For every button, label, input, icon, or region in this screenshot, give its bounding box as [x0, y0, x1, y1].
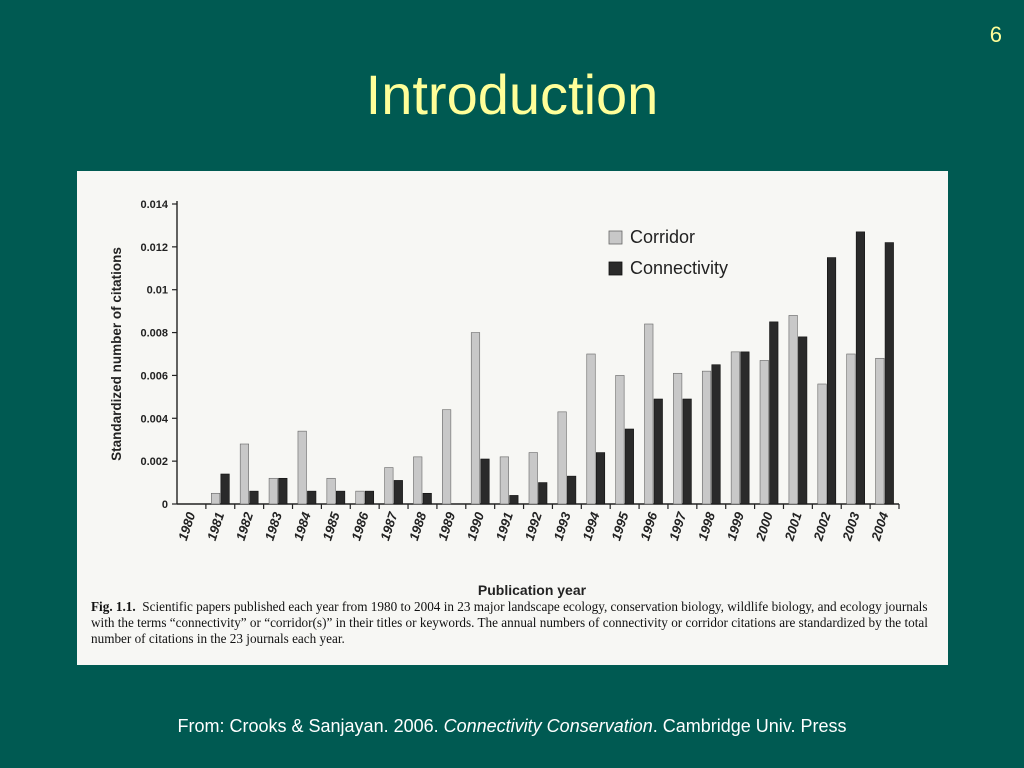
x-tick-label: 1990 — [464, 510, 487, 543]
figure-panel: 0 0.002 0.004 0.006 0.008 0.01 0.012 0.014 Stand… — [77, 171, 948, 665]
source-citation: From: Crooks & Sanjayan. 2006. Connectiv… — [0, 716, 1024, 737]
x-tick-label: 1982 — [233, 510, 256, 543]
citations-bar-chart: 0 0.002 0.004 0.006 0.008 0.01 0.012 0.014 Stand… — [109, 199, 900, 598]
corridor-bar — [701, 370, 712, 505]
x-tick-label: 1988 — [406, 510, 429, 543]
x-tick-label: 2002 — [810, 510, 834, 544]
corridor-bar — [384, 467, 394, 505]
x-tick-label: 2001 — [781, 510, 805, 543]
connectivity-bar — [336, 490, 346, 505]
corridor-bar — [817, 383, 827, 505]
corridor-bar — [413, 456, 423, 505]
connectivity-bar — [624, 428, 634, 505]
corridor-bar — [615, 375, 625, 505]
legend-swatch — [608, 230, 623, 245]
citation-suffix: . Cambridge Univ. Press — [652, 716, 847, 736]
x-tick-label: 1986 — [348, 510, 371, 543]
corridor-bar — [673, 372, 683, 505]
corridor-bar — [355, 490, 365, 505]
corridor-bar — [470, 332, 481, 505]
corridor-bar — [557, 411, 567, 505]
x-tick-label: 1987 — [377, 510, 400, 543]
caption-text: Scientific papers published each year fr… — [91, 599, 928, 646]
y-tick-label: 0 — [162, 499, 168, 511]
connectivity-bar — [740, 351, 750, 505]
y-tick-label: 0.008 — [140, 328, 168, 340]
x-tick-label: 1983 — [262, 510, 285, 543]
connectivity-bar — [826, 257, 837, 505]
x-tick-label: 1993 — [551, 510, 574, 543]
citation-prefix: From: Crooks & Sanjayan. 2006. — [177, 716, 439, 736]
connectivity-bar — [480, 458, 490, 505]
x-tick-label: 1997 — [666, 510, 689, 543]
y-tick-label: 0.004 — [140, 413, 168, 425]
legend-swatch — [608, 261, 623, 276]
connectivity-bar — [682, 398, 692, 505]
x-axis-label: Publication year — [478, 582, 587, 598]
x-tick-label: 1989 — [435, 510, 458, 543]
connectivity-bar — [595, 452, 606, 505]
slide-number: 6 — [989, 22, 1002, 47]
corridor-bar — [644, 323, 654, 505]
corridor-bar — [730, 351, 740, 505]
x-tick-label: 1995 — [608, 510, 631, 543]
y-tick-label: 0.01 — [147, 285, 168, 297]
corridor-bar — [499, 456, 509, 505]
y-axis-label: Standardized number of citations — [109, 247, 124, 461]
y-tick-label: 0.012 — [140, 242, 168, 254]
corridor-bar — [297, 430, 307, 505]
x-tick-label: 1981 — [204, 510, 227, 542]
x-tick-label: 1991 — [493, 510, 516, 542]
legend-label: Corridor — [630, 227, 695, 247]
connectivity-bar — [711, 364, 721, 505]
connectivity-bar — [567, 475, 577, 505]
x-tick-label: 1996 — [637, 510, 660, 543]
connectivity-bar — [884, 242, 894, 505]
x-tick-label: 1994 — [579, 510, 602, 543]
connectivity-bar — [249, 490, 259, 505]
connectivity-bar — [769, 321, 779, 505]
legend-label: Connectivity — [630, 258, 728, 278]
y-tick-label: 0.002 — [140, 456, 168, 468]
corridor-bar — [846, 353, 856, 505]
x-tick-label: 2003 — [839, 510, 863, 544]
connectivity-bar — [422, 492, 432, 505]
corridor-bar — [442, 409, 452, 505]
connectivity-bar — [538, 482, 548, 505]
x-tick-label: 1980 — [175, 510, 198, 543]
x-tick-label: 1999 — [724, 510, 747, 543]
corridor-bar — [326, 477, 336, 505]
corridor-bar — [788, 315, 798, 505]
corridor-bar — [211, 492, 221, 505]
corridor-bar — [268, 477, 278, 505]
connectivity-bar — [307, 490, 317, 505]
connectivity-bar — [278, 477, 288, 505]
caption-label: Fig. 1.1. — [91, 599, 136, 614]
corridor-bar — [759, 360, 769, 505]
y-tick-label: 0.014 — [140, 199, 168, 211]
corridor-bar — [875, 357, 885, 505]
connectivity-bar — [509, 495, 519, 505]
connectivity-bar — [653, 398, 663, 505]
citation-book-title: Connectivity Conservation — [443, 716, 653, 736]
connectivity-bar — [855, 231, 865, 505]
connectivity-bar — [364, 490, 375, 505]
x-tick-label: 1992 — [522, 510, 545, 543]
connectivity-bar — [393, 480, 403, 505]
corridor-bar — [239, 443, 249, 505]
x-tick-label: 1998 — [695, 510, 718, 543]
connectivity-bar — [220, 473, 230, 505]
x-tick-label: 2004 — [868, 510, 892, 544]
corridor-bar — [586, 353, 596, 505]
x-tick-label: 1984 — [291, 510, 314, 543]
y-tick-label: 0.006 — [140, 370, 168, 382]
x-tick-label: 1985 — [319, 510, 342, 543]
connectivity-bar — [798, 336, 808, 505]
slide-title: Introduction — [365, 63, 659, 126]
figure-caption: Fig. 1.1. Scientific papers published ea… — [91, 599, 941, 647]
x-tick-label: 2000 — [752, 510, 776, 544]
corridor-bar — [528, 452, 538, 505]
